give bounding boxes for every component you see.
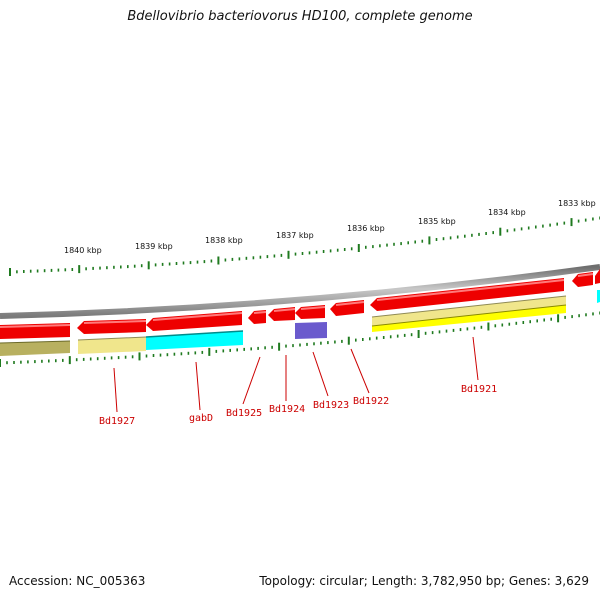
gene-labels: Bd1927 gabD Bd1925 Bd1924 Bd1923 Bd1922 … — [99, 384, 497, 427]
leader-bd1921 — [472, 336, 479, 381]
inner-scale-ticks — [0, 311, 600, 367]
cds-arrow-gabd — [146, 311, 242, 331]
scale-label-1834: 1834 kbp — [488, 208, 526, 217]
scale-label-1833: 1833 kbp — [558, 199, 596, 208]
leader-bd1927 — [113, 367, 118, 413]
scale-label-1838: 1838 kbp — [205, 236, 243, 245]
outer-scale-ticks — [9, 216, 600, 276]
cds-arrow-bd1921 — [370, 278, 564, 311]
gene-label-bd1923: Bd1923 — [313, 400, 349, 411]
cds-arrow-edge — [595, 269, 600, 284]
scale-label-1839: 1839 kbp — [135, 242, 173, 251]
cog-bar-edge-cyan — [597, 290, 600, 303]
leader-bd1923 — [312, 351, 329, 397]
leader-bd1925 — [242, 356, 261, 405]
leader-bd1922 — [350, 348, 370, 394]
genome-backbone — [0, 264, 600, 319]
gene-label-gabd: gabD — [189, 413, 213, 424]
scale-label-1837: 1837 kbp — [276, 231, 314, 240]
gene-leader-lines — [113, 336, 479, 413]
figure-title: Bdellovibrio bacteriovorus HD100, comple… — [127, 9, 473, 24]
genome-summary-text: Topology: circular; Length: 3,782,950 bp… — [259, 574, 589, 588]
scale-labels: 1840 kbp 1839 kbp 1838 kbp 1837 kbp 1836… — [64, 199, 596, 255]
cog-bar-khaki-1 — [78, 337, 146, 354]
gene-label-bd1927: Bd1927 — [99, 416, 135, 427]
cog-bar-bd1921-khaki — [372, 296, 566, 326]
cds-arrow-bd1925 — [248, 310, 266, 324]
gene-label-bd1921: Bd1921 — [461, 384, 497, 395]
scale-label-1836: 1836 kbp — [347, 224, 385, 233]
gene-label-bd1925: Bd1925 — [226, 408, 262, 419]
cog-track — [0, 290, 600, 356]
scale-label-1840: 1840 kbp — [64, 246, 102, 255]
scale-label-1835: 1835 kbp — [418, 217, 456, 226]
cds-track — [0, 269, 600, 339]
gene-label-bd1924: Bd1924 — [269, 404, 305, 415]
cog-bar-bd1923-slateblue — [295, 322, 327, 339]
cds-arrow-bd1920 — [572, 272, 593, 287]
gene-label-bd1922: Bd1922 — [353, 396, 389, 407]
cog-bar-bd1927-olive — [0, 341, 70, 356]
accession-text: Accession: NC_005363 — [9, 574, 146, 588]
cog-bar-bd1921-yellow — [372, 305, 566, 332]
leader-gabd — [195, 361, 201, 411]
